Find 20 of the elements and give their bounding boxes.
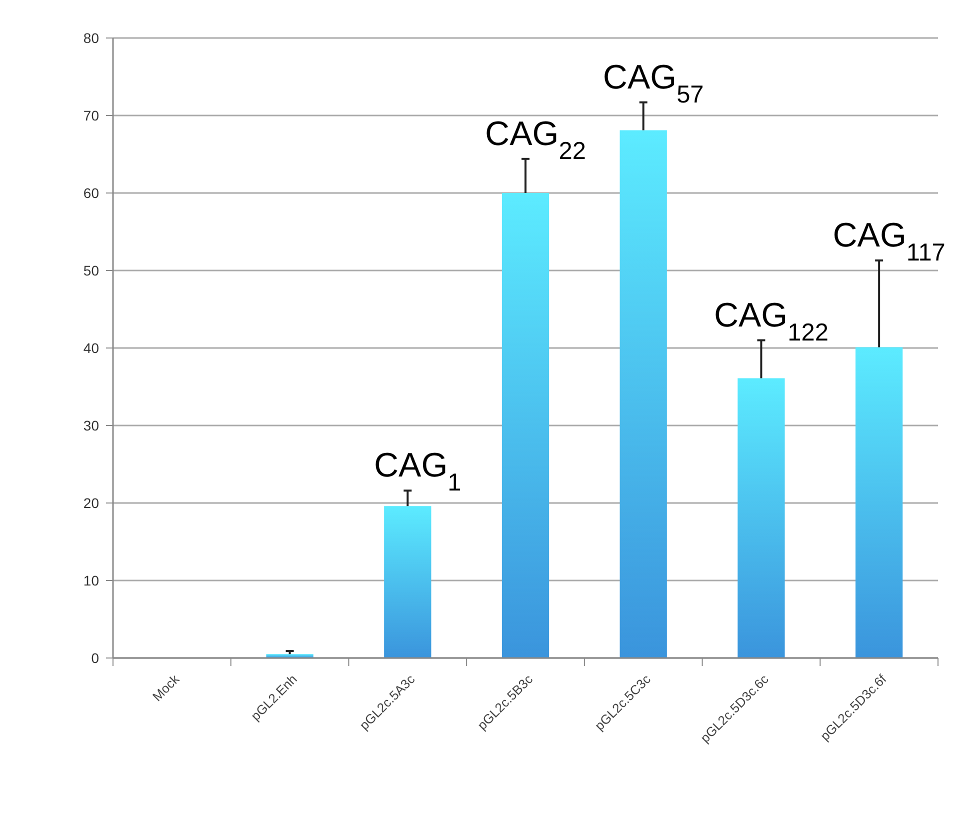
y-tick-label: 20 xyxy=(83,494,100,511)
y-tick-label: 30 xyxy=(83,417,100,434)
bar xyxy=(384,506,432,658)
y-tick-label: 10 xyxy=(83,572,100,588)
bar xyxy=(266,654,314,658)
bar xyxy=(502,193,550,658)
y-tick-label: 80 xyxy=(83,30,100,46)
y-tick-label: 70 xyxy=(83,107,100,124)
annotation: CAG$_{22}$ xyxy=(485,114,586,164)
annotation: CAG$_{117}$ xyxy=(832,216,946,266)
y-tick-label: 40 xyxy=(83,340,100,356)
bar xyxy=(856,347,903,658)
annotation: CAG$_{1}$ xyxy=(374,446,462,496)
y-tick-label: 0 xyxy=(91,650,100,666)
y-tick-label: 60 xyxy=(83,184,100,201)
bar xyxy=(620,130,667,658)
bar xyxy=(738,378,785,658)
annotation: CAG$_{57}$ xyxy=(602,58,704,108)
annotation: CAG$_{122}$ xyxy=(714,296,828,346)
y-tick-label: 50 xyxy=(83,262,100,278)
